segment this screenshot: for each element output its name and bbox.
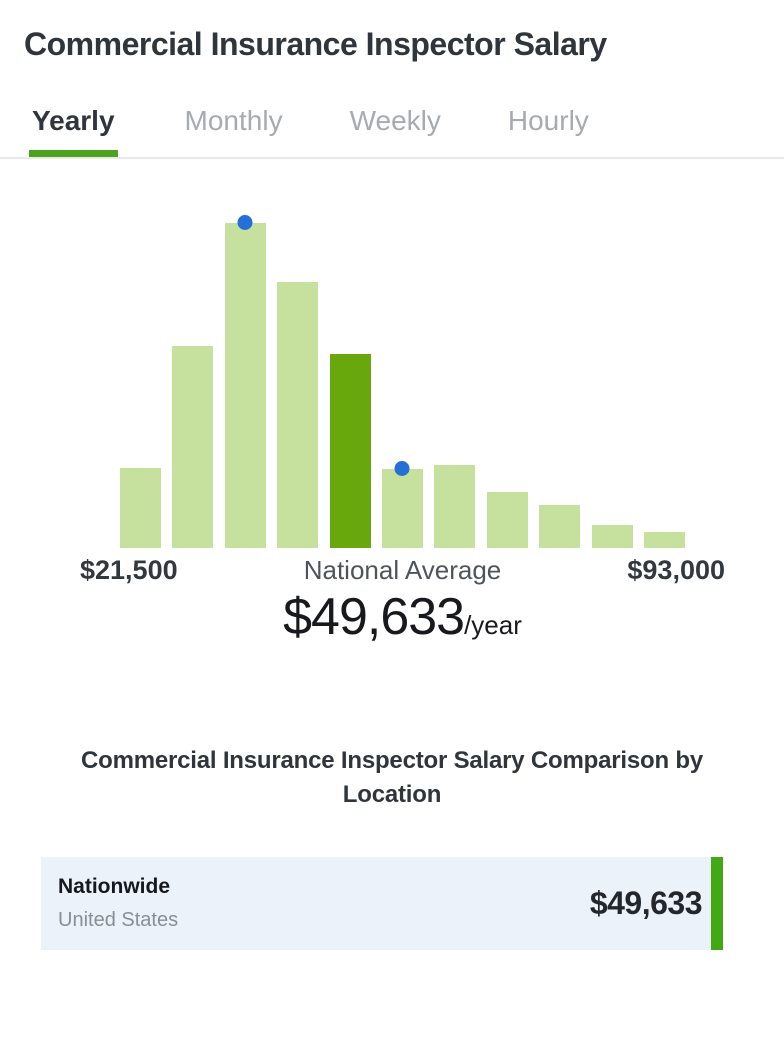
histogram-bar-national-average[interactable]: [329, 354, 371, 548]
location-sublabel: United States: [58, 909, 179, 931]
average-salary-amount: $49,633: [283, 588, 465, 646]
average-salary-period: /year: [464, 610, 522, 640]
histogram-bar[interactable]: [277, 282, 319, 548]
tab-monthly[interactable]: Monthly: [184, 105, 283, 136]
chart-axis-labels: $21,500 National Average $93,000: [80, 555, 725, 585]
tab-yearly[interactable]: Yearly: [29, 107, 118, 157]
tab-hourly[interactable]: Hourly: [507, 105, 589, 136]
max-salary-label: $93,000: [627, 555, 725, 585]
histogram-bar[interactable]: [539, 505, 581, 548]
histogram-bar[interactable]: [591, 525, 633, 548]
histogram-bar[interactable]: [120, 468, 161, 548]
comparison-section-heading: Commercial Insurance Inspector Salary Co…: [80, 747, 703, 808]
histogram-bar[interactable]: [486, 492, 528, 548]
histogram-bar[interactable]: [434, 465, 476, 548]
location-salary-value: $49,633: [589, 885, 703, 921]
histogram-bar[interactable]: [643, 532, 685, 548]
bar-chart: [80, 215, 725, 548]
salary-histogram-chart: $21,500 National Average $93,000 $49,633…: [80, 215, 725, 647]
histogram-bar[interactable]: [381, 461, 423, 548]
national-average-value: $49,633/year: [80, 587, 725, 647]
location-comparison-row[interactable]: Nationwide United States $49,633: [41, 857, 723, 950]
location-name: Nationwide: [58, 875, 171, 898]
location-info: Nationwide United States: [58, 875, 178, 932]
histogram-bar[interactable]: [224, 215, 266, 548]
histogram-bar[interactable]: [172, 346, 214, 548]
percentile-dot-icon: [237, 215, 253, 230]
tab-weekly[interactable]: Weekly: [349, 105, 441, 136]
percentile-dot-icon: [394, 461, 410, 476]
salary-period-tabs: Yearly Monthly Weekly Hourly: [0, 107, 784, 159]
min-salary-label: $21,500: [80, 555, 178, 585]
page-title: Commercial Insurance Inspector Salary: [24, 26, 607, 62]
national-average-label: National Average: [303, 555, 502, 585]
